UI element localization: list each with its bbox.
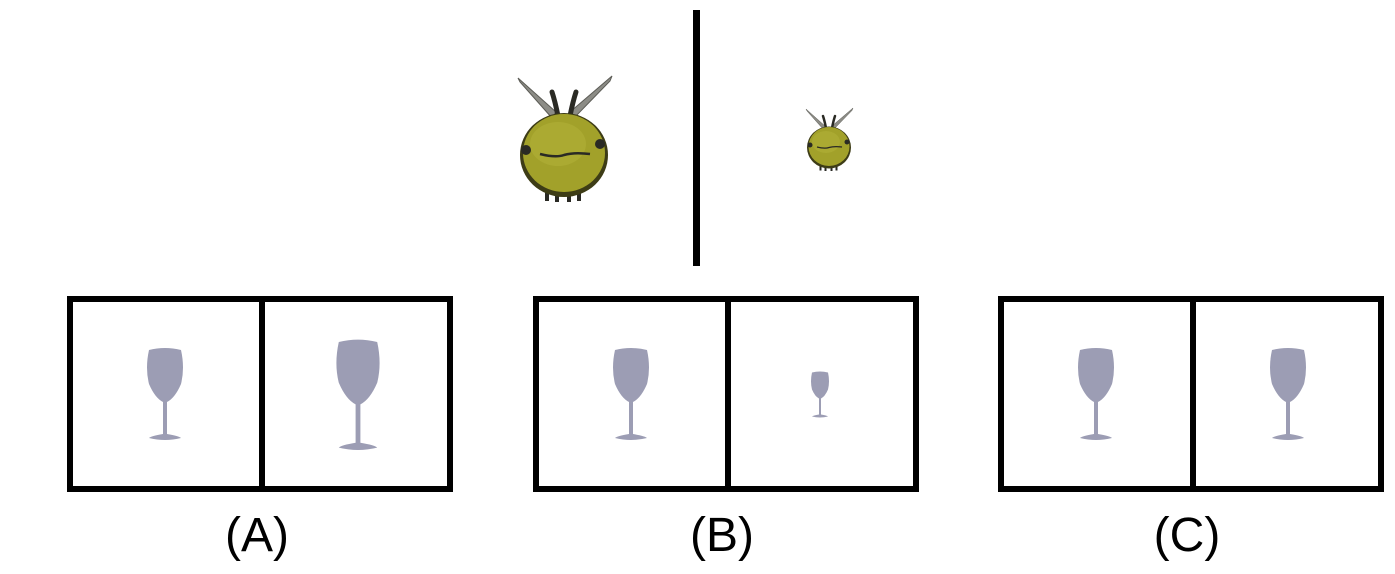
- wine-glass-medium: [1268, 346, 1308, 444]
- option-divider: [259, 302, 265, 486]
- option-divider: [1190, 302, 1196, 486]
- option-c-box[interactable]: [998, 296, 1384, 492]
- wine-glass-medium: [611, 346, 651, 444]
- option-b-box[interactable]: [533, 296, 919, 492]
- wine-glass-medium: [145, 346, 185, 444]
- option-divider: [725, 302, 731, 486]
- wine-glass-medium: [1076, 346, 1116, 444]
- bee-small: [803, 106, 855, 172]
- wine-glass-large: [334, 335, 382, 457]
- option-b-label: (B): [690, 509, 754, 562]
- wine-glass-small: [810, 370, 830, 420]
- option-a-box[interactable]: [67, 296, 453, 492]
- bee-large: [512, 72, 616, 204]
- option-a-label: (A): [225, 509, 289, 562]
- option-c-label: (C): [1153, 509, 1221, 562]
- reference-divider: [693, 10, 700, 266]
